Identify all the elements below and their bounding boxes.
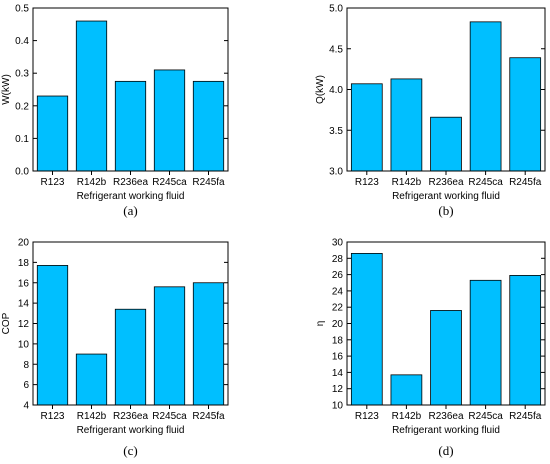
x-tick-label-r142b: R142b (77, 411, 107, 422)
x-tick-label-r142b: R142b (77, 177, 107, 188)
y-tick-label: 28 (332, 254, 344, 265)
y-tick-label: 16 (332, 352, 344, 363)
bar-r245ca (153, 286, 186, 406)
y-tick-label: 14 (18, 299, 30, 310)
y-axis-title: W(kW) (1, 74, 12, 105)
bar-r123 (36, 265, 69, 406)
y-tick-label: 10 (332, 401, 344, 412)
x-axis-title: Refrigerant working fluid (392, 425, 500, 436)
x-tick-label-r123: R123 (355, 411, 379, 422)
y-tick-label: 4.0 (329, 85, 343, 96)
bar-r123 (350, 253, 383, 406)
chart-panel-4: 10 12 14 16 18 20 22 24 26 28 30 R123 R142b R236ea R24… (315, 238, 546, 458)
x-axis-title: Refrigerant working fluid (77, 191, 185, 202)
bar-r142b (390, 374, 423, 406)
y-tick-label: 22 (332, 303, 344, 314)
y-tick-label: 0.0 (15, 167, 29, 178)
y-tick-label: 16 (18, 278, 30, 289)
y-axis-title: η (315, 321, 326, 327)
y-tick-label: 0.3 (15, 69, 29, 80)
bar-r245ca (469, 279, 502, 406)
panel-label: (d) (438, 443, 453, 458)
bar-r245fa (192, 282, 225, 406)
panel-label: (a) (123, 203, 137, 218)
bar-r236ea (430, 116, 462, 172)
bar-r236ea (114, 80, 147, 172)
bar-r142b (390, 78, 423, 172)
x-tick-label-r245ca: R245ca (468, 411, 503, 422)
x-axis-title: Refrigerant working fluid (392, 191, 500, 202)
y-tick-label: 3.0 (329, 167, 343, 178)
bar-r245ca (153, 69, 186, 172)
bar-r236ea (430, 310, 462, 406)
y-tick-label: 10 (18, 339, 30, 350)
x-tick-label-r123: R123 (41, 177, 65, 188)
x-tick-label-r245ca: R245ca (468, 177, 503, 188)
panel-label: (b) (438, 203, 453, 218)
y-tick-label: 18 (332, 335, 344, 346)
y-tick-label: 24 (332, 286, 344, 297)
y-tick-label: 14 (332, 368, 344, 379)
x-tick-label-r236ea: R236ea (113, 177, 148, 188)
x-tick-label-r142b: R142b (392, 177, 422, 188)
y-tick-label: 6 (23, 380, 29, 391)
x-tick-label-r245fa: R245fa (509, 177, 542, 188)
bar-r142b (75, 20, 108, 172)
y-tick-label: 20 (332, 319, 344, 330)
x-tick-label-r123: R123 (41, 411, 65, 422)
x-tick-label-r245ca: R245ca (152, 411, 187, 422)
x-tick-label-r123: R123 (355, 177, 379, 188)
bar-r245fa (509, 275, 542, 406)
y-tick-label: 30 (332, 238, 344, 249)
bar-r245fa (509, 57, 542, 172)
x-tick-label-r245fa: R245fa (192, 411, 225, 422)
x-tick-label-r236ea: R236ea (428, 411, 463, 422)
y-tick-label: 26 (332, 270, 344, 281)
y-tick-label: 0.1 (15, 134, 29, 145)
y-tick-label: 3.5 (329, 126, 343, 137)
x-tick-label-r245fa: R245fa (509, 411, 542, 422)
y-axis-title: Q(kW) (315, 75, 326, 104)
y-tick-label: 4 (23, 401, 29, 412)
panel-label: (c) (123, 443, 137, 458)
x-axis-title: Refrigerant working fluid (77, 425, 185, 436)
y-tick-label: 8 (23, 360, 29, 371)
y-tick-label: 12 (332, 384, 344, 395)
bar-r236ea (114, 308, 147, 406)
bar-r123 (350, 83, 383, 172)
x-tick-label-r142b: R142b (392, 411, 422, 422)
x-tick-label-r236ea: R236ea (428, 177, 463, 188)
chart-panel-2: 3.0 3.5 4.0 4.5 5.0 R123 R142b R236ea R245ca R245… (315, 4, 546, 218)
chart-panel-1: 0.0 0.1 0.2 0.3 0.4 0.5 R123 R142b R236ea R245ca R… (1, 4, 229, 218)
y-tick-label: 20 (18, 238, 30, 249)
bar-r245fa (192, 80, 225, 172)
y-tick-label: 0.5 (15, 4, 29, 15)
x-tick-label-r236ea: R236ea (113, 411, 148, 422)
y-tick-label: 18 (18, 258, 30, 269)
y-tick-label: 12 (18, 319, 30, 330)
bar-r142b (75, 353, 108, 406)
y-tick-label: 4.5 (329, 44, 343, 55)
y-axis-title: COP (1, 312, 12, 334)
x-tick-label-r245ca: R245ca (152, 177, 187, 188)
chart-panel-3: 4 6 8 10 12 14 16 18 20 R123 R142b R236ea R245ca R245… (1, 238, 229, 458)
y-tick-label: 0.4 (15, 36, 29, 47)
y-tick-label: 0.2 (15, 101, 29, 112)
x-tick-label-r245fa: R245fa (192, 177, 225, 188)
y-tick-label: 5.0 (329, 4, 343, 15)
bar-r245ca (469, 21, 502, 172)
bar-r123 (36, 95, 69, 172)
